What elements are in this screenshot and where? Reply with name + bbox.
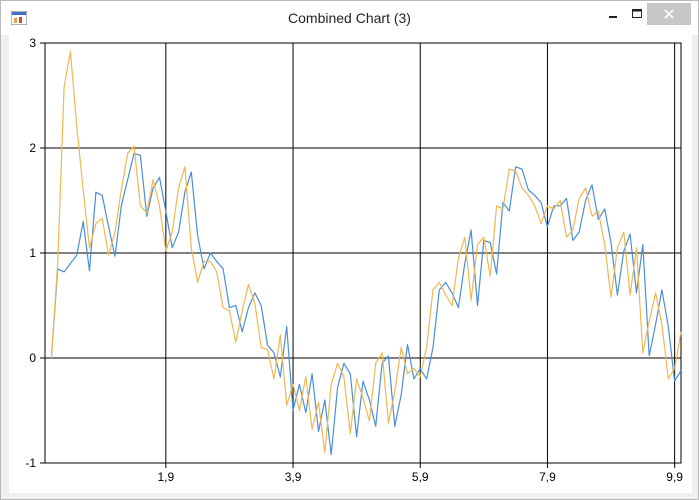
x-tick-label: 3,9 — [285, 470, 302, 484]
maximize-button[interactable] — [617, 3, 657, 25]
x-tick-label: 1,9 — [157, 470, 174, 484]
minimize-icon — [609, 16, 617, 18]
y-tick-label: 1 — [29, 246, 36, 260]
title-bar[interactable]: Combined Chart (3) — [1, 1, 698, 35]
y-tick-label: 0 — [29, 351, 36, 365]
y-tick-label: 3 — [29, 36, 36, 50]
window-title: Combined Chart (3) — [288, 10, 411, 26]
minimize-button[interactable] — [593, 3, 633, 25]
x-tick-label: 9,9 — [666, 470, 683, 484]
maximize-icon — [632, 9, 642, 18]
line-chart: -1 0 1 2 3 1,9 3,9 5,9 7,9 9,9 — [25, 36, 683, 484]
y-tick-label: -1 — [25, 456, 36, 470]
x-tick-label: 7,9 — [539, 470, 556, 484]
chart-area: -1 0 1 2 3 1,9 3,9 5,9 7,9 9,9 — [9, 35, 692, 493]
series-line-2 — [50, 50, 682, 454]
close-icon — [664, 9, 674, 19]
y-tick-label: 2 — [29, 141, 36, 155]
close-button[interactable] — [647, 3, 691, 25]
series-line-1 — [50, 152, 682, 456]
x-tick-label: 5,9 — [412, 470, 429, 484]
chart-app-icon — [11, 11, 27, 25]
